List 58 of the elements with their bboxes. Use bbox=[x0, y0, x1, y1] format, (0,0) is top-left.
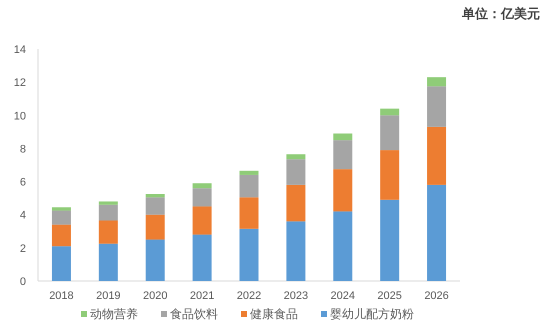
legend-label: 动物营养 bbox=[90, 307, 138, 321]
bar bbox=[240, 228, 258, 281]
bar bbox=[146, 214, 165, 240]
bar bbox=[286, 221, 306, 281]
y-tick-label: 4 bbox=[20, 210, 26, 222]
bar bbox=[427, 86, 446, 127]
bar bbox=[240, 170, 258, 175]
bar bbox=[333, 169, 352, 212]
x-tick-label: 2018 bbox=[49, 290, 74, 302]
text: 单位：亿美元 bbox=[461, 6, 540, 21]
x-tick-label: 2024 bbox=[330, 290, 356, 302]
y-tick-label: 6 bbox=[20, 176, 26, 189]
bar bbox=[286, 154, 306, 160]
bar bbox=[192, 206, 212, 235]
bar bbox=[52, 224, 71, 246]
bar bbox=[427, 77, 446, 86]
bar bbox=[380, 200, 400, 281]
y-tick-label: 0 bbox=[20, 276, 26, 288]
bar bbox=[98, 244, 118, 281]
x-tick-label: 2023 bbox=[284, 290, 308, 302]
legend-label: 食品饮料 bbox=[170, 307, 218, 321]
x-tick-label: 2026 bbox=[424, 290, 449, 302]
x-tick-label: 2021 bbox=[190, 290, 214, 302]
bar bbox=[52, 207, 71, 211]
bar bbox=[98, 204, 118, 221]
y-tick-label: 14 bbox=[14, 44, 26, 56]
x-tick-label: 2022 bbox=[236, 290, 262, 302]
x-tick-label: 2019 bbox=[96, 290, 121, 302]
bar bbox=[52, 210, 71, 225]
bar bbox=[380, 115, 400, 150]
bar bbox=[240, 174, 258, 198]
bar bbox=[380, 150, 400, 200]
y-tick-label: 2 bbox=[20, 242, 26, 255]
bar bbox=[240, 197, 258, 229]
bar bbox=[98, 201, 118, 205]
bar bbox=[427, 184, 446, 281]
bar bbox=[333, 140, 352, 170]
bar bbox=[146, 240, 165, 281]
y-tick-label: 12 bbox=[14, 77, 26, 90]
x-tick-label: 2020 bbox=[142, 290, 168, 302]
bar bbox=[192, 234, 212, 281]
bar bbox=[333, 134, 352, 140]
bar bbox=[192, 188, 212, 206]
bar bbox=[146, 197, 165, 215]
bar bbox=[286, 159, 306, 185]
bar bbox=[286, 184, 306, 222]
legend-label: 健康食品 bbox=[250, 307, 298, 321]
bar bbox=[52, 246, 71, 281]
x-tick-label: 2025 bbox=[377, 290, 402, 302]
bar bbox=[427, 126, 446, 185]
bar bbox=[98, 220, 118, 244]
bar bbox=[333, 211, 352, 281]
bar bbox=[380, 108, 400, 116]
y-tick-label: 10 bbox=[14, 110, 26, 122]
y-tick-label: 8 bbox=[20, 143, 26, 156]
bar bbox=[146, 194, 165, 198]
legend-label: 婴幼儿配方奶粉 bbox=[330, 307, 414, 321]
bar bbox=[192, 183, 212, 188]
